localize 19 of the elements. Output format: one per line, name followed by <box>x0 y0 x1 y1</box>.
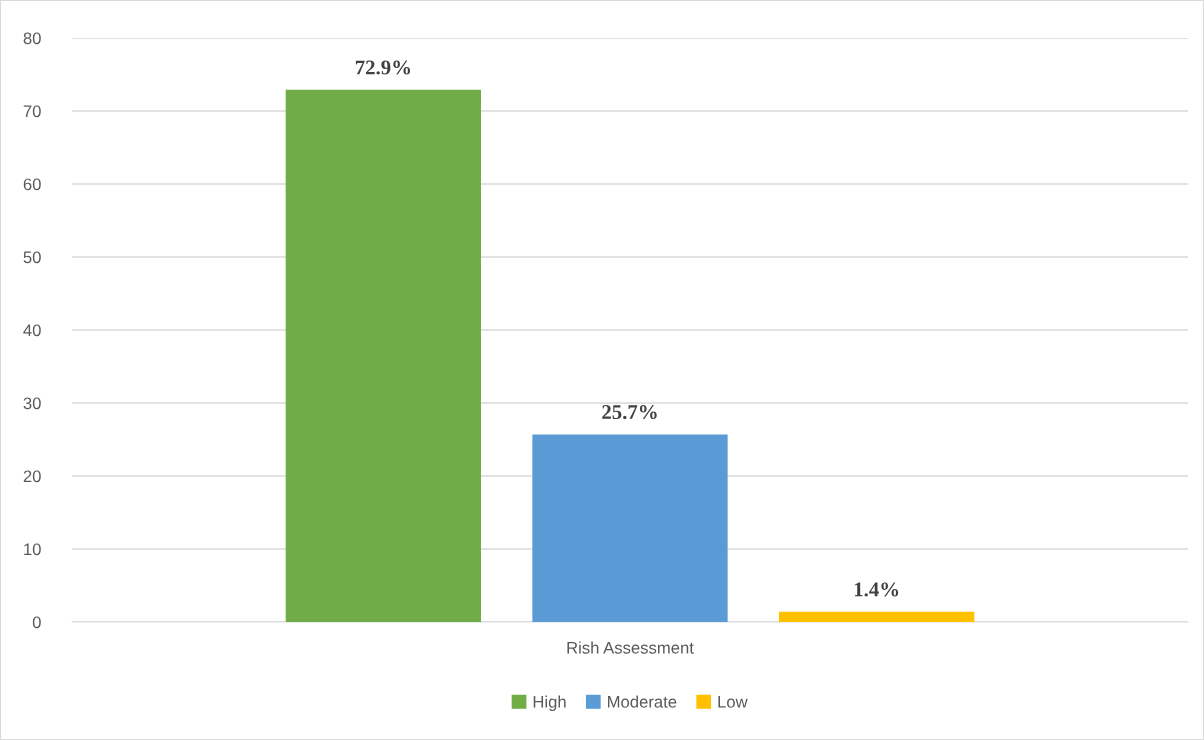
data-label: 1.4% <box>854 582 899 597</box>
y-tick-label: 30 <box>23 397 41 410</box>
bar <box>285 89 482 622</box>
y-tick-label: 50 <box>23 251 41 264</box>
legend-label: Moderate <box>608 695 677 708</box>
y-tick-label: 80 <box>23 32 41 45</box>
y-tick-label: 20 <box>23 470 41 483</box>
y-tick-label: 40 <box>23 324 41 337</box>
data-label: 72.9% <box>355 60 411 75</box>
y-tick-label: 10 <box>24 543 41 556</box>
data-label: 25.7% <box>602 404 657 420</box>
x-tick-label: Rish Assessment <box>567 641 694 654</box>
legend-label: Low <box>718 696 748 708</box>
y-tick-label: 0 <box>32 616 41 629</box>
y-tick-label: 60 <box>23 178 41 191</box>
legend-label: High <box>533 695 566 712</box>
bar <box>532 434 728 622</box>
y-tick-label: 70 <box>23 105 41 118</box>
bar <box>778 611 975 622</box>
